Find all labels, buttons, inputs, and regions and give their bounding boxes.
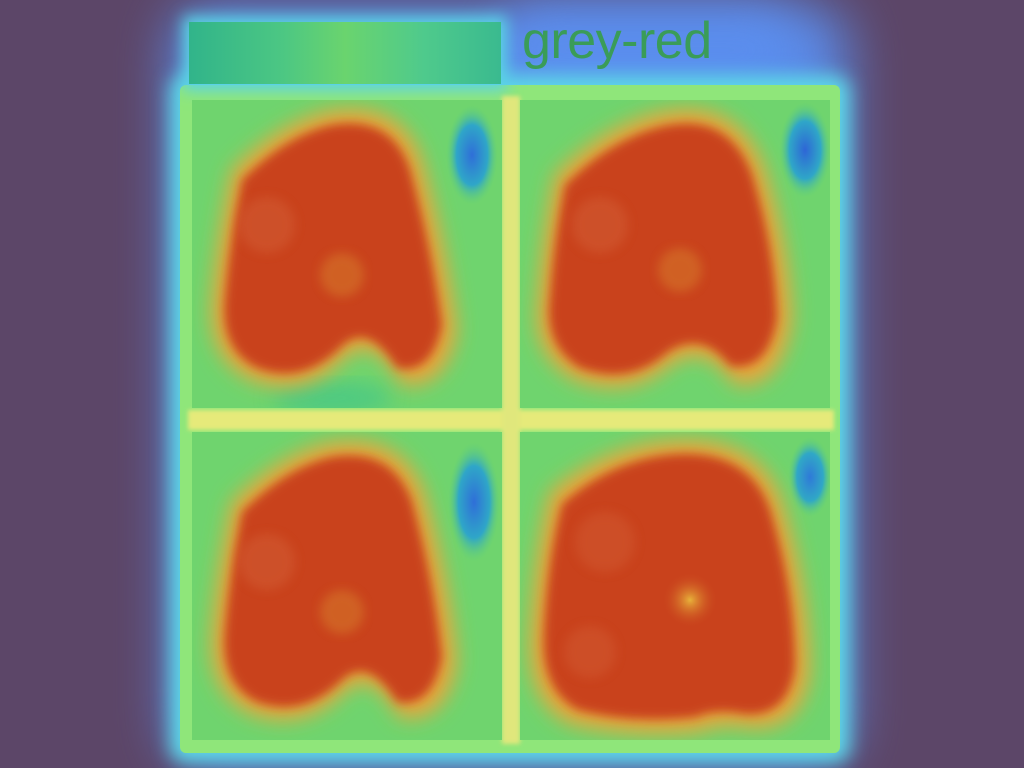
panel-top-right [520,100,830,408]
vertical-divider [502,96,520,744]
panel-bottom-left [192,432,502,740]
header-label: grey-red [522,12,712,70]
panel-bottom-right [520,432,830,740]
header-bar [189,22,501,84]
panel-top-left [192,100,502,408]
glow-halo-label [500,5,800,95]
